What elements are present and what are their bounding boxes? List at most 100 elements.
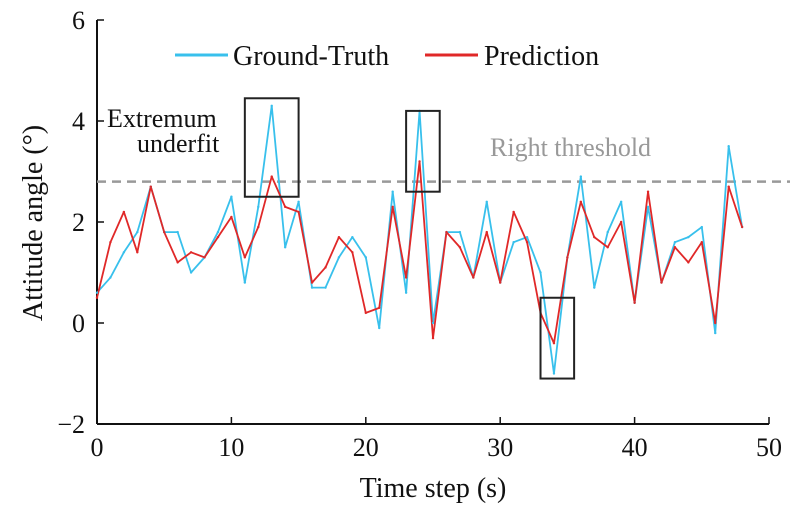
y-tick-label: 0: [72, 309, 85, 338]
prediction-point: [458, 246, 462, 249]
ground-truth-point: [539, 271, 542, 274]
prediction-point: [714, 321, 717, 325]
prediction-series-line: [96, 160, 743, 345]
legend-label-prediction: Prediction: [484, 41, 599, 72]
ground-truth-point: [485, 200, 488, 203]
ground-truth-point: [216, 230, 220, 234]
prediction-point: [122, 210, 126, 214]
ground-truth-point: [189, 271, 193, 274]
ground-truth-point: [593, 286, 596, 289]
ground-truth-point: [552, 372, 556, 375]
prediction-point: [606, 246, 609, 249]
prediction-point: [646, 190, 650, 193]
highlight-box: [243, 97, 300, 198]
prediction-point: [660, 281, 663, 284]
x-axis-title: Time step (s): [360, 473, 507, 504]
prediction-point: [163, 230, 166, 234]
prediction-point: [512, 210, 515, 214]
ground-truth-point: [404, 291, 408, 294]
prediction-point: [351, 251, 354, 254]
ground-truth-point: [297, 200, 300, 203]
ground-truth-point: [176, 230, 179, 234]
ground-truth-point: [109, 276, 112, 279]
ground-truth-point: [351, 235, 354, 239]
ground-truth-point: [257, 205, 260, 209]
prediction-point: [230, 215, 233, 219]
ground-truth-point: [270, 104, 273, 108]
ground-truth-point: [525, 235, 529, 239]
prediction-point: [257, 225, 260, 229]
ground-truth-point: [391, 190, 394, 193]
prediction-point: [283, 205, 287, 209]
ground-truth-point: [310, 286, 314, 289]
prediction-point: [552, 342, 556, 345]
legend-label-ground-truth: Ground-Truth: [233, 41, 389, 72]
prediction-point: [189, 251, 193, 254]
prediction-point: [579, 200, 583, 203]
prediction-point: [740, 225, 744, 229]
ground-truth-point: [431, 321, 435, 325]
prediction-point: [109, 241, 112, 244]
prediction-point: [404, 276, 408, 279]
prediction-point: [566, 256, 569, 259]
ground-truth-point: [283, 246, 287, 249]
prediction-point: [418, 160, 421, 163]
prediction-point: [337, 235, 341, 239]
ground-truth-point: [243, 281, 247, 284]
ground-truth-point: [337, 256, 341, 259]
ground-truth-point: [136, 230, 139, 234]
x-tick-label: 20: [353, 433, 379, 462]
prediction-point: [297, 210, 300, 214]
ground-truth-point: [700, 225, 703, 229]
prediction-point: [176, 261, 179, 264]
prediction-point: [727, 185, 730, 188]
highlight-box: [405, 109, 441, 193]
prediction-point: [687, 261, 690, 264]
ground-truth-point: [324, 286, 327, 289]
prediction-point: [149, 185, 152, 188]
prediction-point: [378, 306, 381, 310]
prediction-point: [499, 281, 502, 284]
ground-truth-point: [619, 200, 623, 203]
prediction-point: [673, 246, 677, 249]
x-tick-label: 10: [218, 433, 244, 462]
ground-truth-point: [230, 195, 233, 198]
prediction-point: [324, 266, 327, 269]
ground-truth-point: [122, 251, 126, 254]
prediction-point: [525, 241, 529, 244]
ground-truth-point: [364, 256, 367, 259]
annotation-line-1: Extremum: [107, 104, 217, 133]
prediction-point: [95, 296, 99, 299]
ground-truth-point: [714, 331, 717, 335]
legend: Ground-Truth Prediction: [175, 41, 599, 72]
prediction-point: [270, 175, 273, 178]
ground-truth-point: [646, 205, 650, 209]
threshold-label: Right threshold: [490, 133, 651, 162]
y-ticks: −2 0 2 4 6: [57, 6, 104, 439]
ground-truth-point: [687, 235, 690, 239]
prediction-point: [243, 256, 247, 259]
prediction-point: [633, 301, 636, 304]
prediction-point: [391, 205, 394, 209]
prediction-point: [485, 230, 488, 234]
x-ticks: 0 10 20 30 40 50: [91, 417, 782, 462]
prediction-point: [216, 235, 220, 239]
ground-truth-point: [512, 241, 515, 244]
prediction-point: [472, 276, 475, 279]
annotation-background: [106, 104, 238, 160]
prediction-point: [136, 251, 139, 254]
prediction-point: [431, 336, 435, 340]
prediction-point: [619, 220, 623, 224]
ground-truth-point: [378, 326, 381, 330]
ground-truth-point: [727, 145, 730, 148]
ground-truth-point: [458, 230, 462, 234]
y-tick-label: 2: [72, 208, 85, 237]
y-tick-label: 6: [72, 6, 85, 35]
prediction-point: [445, 230, 448, 234]
prediction-point: [310, 281, 314, 284]
annotation-line-2: underfit: [137, 129, 220, 158]
highlight-box: [539, 296, 576, 380]
x-tick-label: 50: [756, 433, 782, 462]
ground-truth-point: [673, 241, 677, 244]
